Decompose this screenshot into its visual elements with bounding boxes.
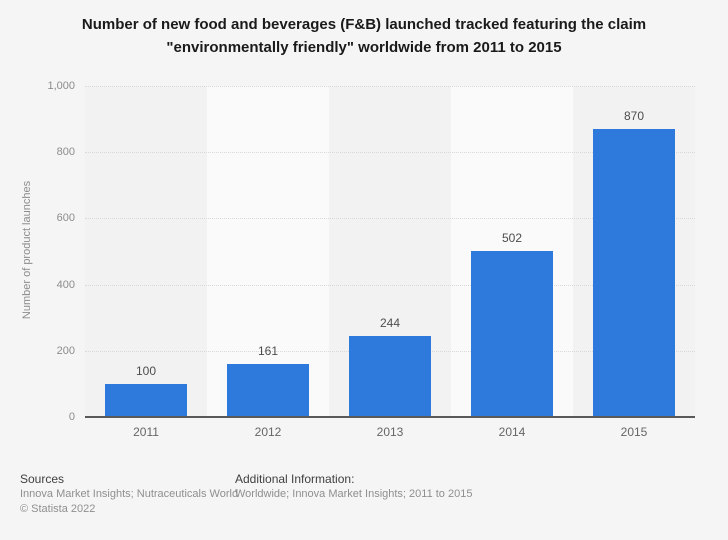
x-axis-tick-labels: 2011 2012 2013 2014 2015 (85, 425, 695, 439)
gridline-1000 (85, 86, 695, 87)
y-tick-400: 400 (56, 278, 75, 291)
x-tick-2014: 2014 (498, 425, 526, 439)
x-tick-2011: 2011 (133, 425, 159, 439)
bar-column-2015: 870 (573, 86, 695, 417)
background-band-2011 (85, 86, 207, 417)
sources-line: Innova Market Insights; Nutraceuticals W… (20, 488, 239, 500)
footer-sources: Sources Innova Market Insights; Nutraceu… (20, 472, 238, 517)
bar-layer: 100 161 244 502 870 (85, 86, 695, 417)
chart-title-line1: Number of new food and beverages (F&B) l… (81, 16, 647, 33)
additional-information-line: Worldwide; Innova Market Insights; 2011 … (235, 488, 473, 500)
x-tick-2012: 2012 (254, 425, 282, 439)
y-tick-1,000: 1,000 (47, 80, 75, 92)
copyright-line: © Statista 2022 (20, 503, 96, 515)
y-tick-200: 200 (56, 344, 75, 357)
gridline-800 (85, 152, 695, 154)
bar-value-label-2012: 161 (257, 343, 279, 358)
x-tick-2013: 2013 (376, 425, 404, 439)
gridline-400 (85, 284, 695, 286)
bar-value-label-2013: 244 (379, 316, 401, 331)
plot-area: 100 161 244 502 870 (85, 86, 695, 418)
chart-title: Number of new food and beverages (F&B) l… (0, 13, 728, 59)
y-tick-600: 600 (56, 212, 75, 225)
bar-column-2011: 100 (85, 86, 207, 417)
footer-additional-information: Additional Information: Worldwide; Innov… (235, 472, 472, 502)
y-axis-tick-labels: 1,000 800 600 400 200 0 (0, 80, 75, 423)
bar-column-2013: 244 (329, 86, 451, 417)
bar-value-label-2015: 870 (623, 109, 645, 123)
bar-2014[interactable] (470, 250, 554, 417)
bar-2013[interactable] (348, 336, 432, 417)
bar-column-2012: 161 (207, 86, 329, 417)
bar-2012[interactable] (226, 363, 310, 417)
bar-2011[interactable] (104, 383, 188, 417)
sources-label: Sources (20, 472, 65, 486)
bar-value-label-2014: 502 (501, 230, 523, 245)
bar-2015[interactable] (592, 129, 676, 417)
background-band-2012 (207, 86, 329, 417)
chart-title-line2: "environmentally friendly" worldwide fro… (166, 39, 562, 56)
additional-information-label: Additional Information: (235, 472, 355, 486)
bar-column-2014: 502 (451, 86, 573, 417)
y-tick-800: 800 (56, 146, 75, 159)
bar-value-label-2011: 100 (135, 363, 157, 378)
gridline-600 (85, 218, 695, 220)
y-tick-0: 0 (68, 411, 75, 423)
x-tick-2015: 2015 (620, 425, 648, 439)
x-axis-line (85, 416, 695, 418)
